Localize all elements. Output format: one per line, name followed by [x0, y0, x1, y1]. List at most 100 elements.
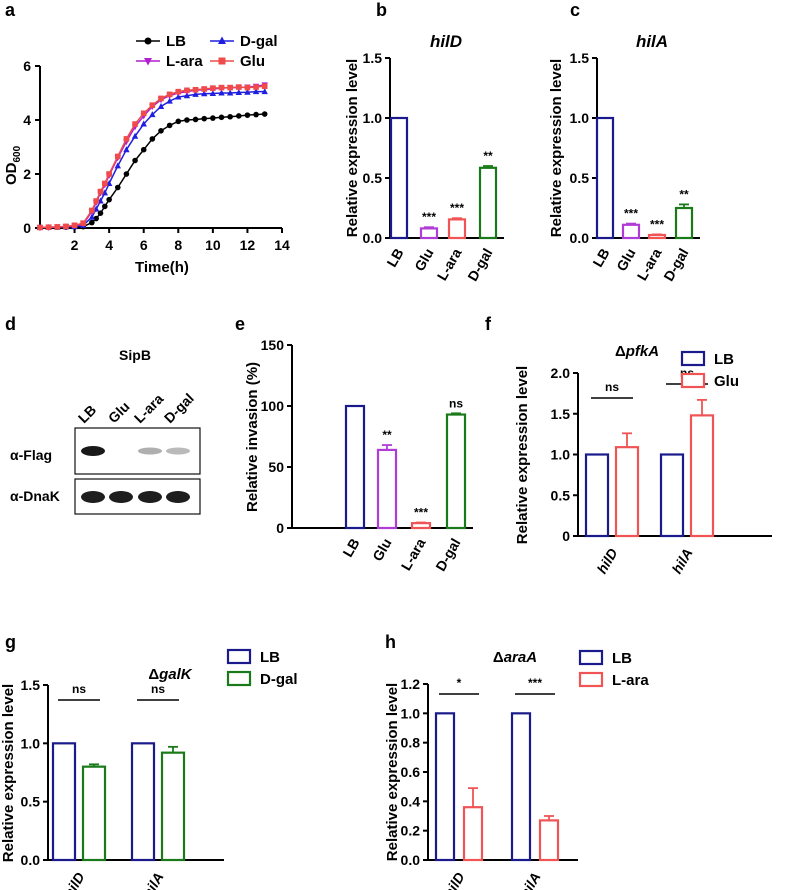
panel-b-bar-glu — [419, 227, 439, 240]
panel-f-title-gene: pfkA — [625, 343, 659, 360]
panel-a-point-lb — [201, 115, 208, 122]
panel-a-line-lb — [40, 113, 265, 229]
blot-lane-dgal: D-gal — [161, 390, 197, 426]
panel-b-ytick-label: 0.5 — [363, 170, 383, 186]
panel-f-bar-lb — [584, 453, 610, 538]
panel-a-point-lb — [102, 203, 108, 210]
panel-b-significance: *** — [422, 210, 436, 224]
panel-a-point-glu — [184, 87, 190, 94]
panel-f-ytick-label: 2.0 — [551, 365, 571, 381]
panel-f-bar-glu — [689, 414, 715, 538]
panel-a-legend-marker — [144, 58, 152, 66]
panel-a-point-glu — [227, 84, 233, 91]
panel-e-category-label: D-gal — [432, 536, 463, 574]
panel-f-category-label: hilA — [669, 546, 696, 577]
panel-c-ytick-label: 0.0 — [570, 230, 590, 246]
panel-h-title-delta: Δ — [493, 649, 504, 666]
panel-g-ytick-label: 0.5 — [21, 794, 41, 810]
panel-e-bar-d-gal — [445, 413, 467, 530]
panel-f-legend-label: Glu — [714, 373, 739, 390]
panel-b-category-label: D-gal — [464, 246, 495, 284]
panel-a-ytick-label: 0 — [23, 220, 31, 236]
panel-label-c: c — [570, 0, 580, 20]
panel-a-xtick-label: 12 — [240, 237, 256, 253]
panel-b-category-label: Glu — [411, 246, 437, 274]
panel-e-category-label: Glu — [369, 536, 395, 564]
panel-a-point-d-gal — [183, 92, 191, 99]
panel-c-ytick-label: 0.5 — [570, 170, 590, 186]
panel-b-bar-l-ara — [447, 218, 467, 240]
panel-a-legend-marker — [218, 36, 226, 44]
blot-flag-band — [138, 447, 162, 455]
panel-a-point-glu — [63, 223, 69, 230]
panel-a-point-glu — [132, 121, 138, 127]
blot-row-flag: α-Flag — [10, 447, 52, 463]
panel-a-point-d-gal — [261, 88, 268, 95]
panel-a-point-d-gal — [209, 90, 217, 97]
panel-a-point-glu — [45, 224, 52, 230]
panel-e-ytick-label: 50 — [268, 459, 284, 475]
panel-a-point-d-gal — [123, 146, 130, 153]
panel-a-point-glu — [218, 84, 225, 91]
panel-a-point-glu — [37, 224, 43, 231]
panel-c-significance: ** — [679, 187, 689, 201]
panel-a-point-lb — [235, 113, 242, 119]
panel-a-point-glu — [54, 224, 61, 230]
panel-g-legend-swatch — [226, 670, 252, 687]
panel-h-category-label: hilA — [517, 870, 544, 890]
panel-h-ytick-label: 0.2 — [401, 823, 421, 839]
panel-h-category-label: hilD — [441, 870, 468, 890]
panel-b-significance: *** — [450, 201, 464, 215]
panel-e-ylabel: Relative invasion (%) — [244, 362, 261, 512]
panel-a-point-lb — [175, 118, 182, 125]
panel-a-point-glu — [89, 207, 95, 214]
panel-d-blot: SipB LB Glu L-ara D-gal α-Flag α-DnaK — [10, 347, 201, 515]
panel-a-point-lb — [89, 219, 95, 226]
panel-a-xtick-label: 10 — [205, 237, 221, 253]
blot-row-dnak: α-DnaK — [10, 488, 60, 504]
panel-g-title-delta: Δ — [148, 666, 159, 683]
panel-g-bar-lb — [130, 742, 156, 862]
panel-a-point-glu — [192, 86, 199, 93]
panel-a-point-d-gal — [226, 89, 234, 96]
panel-a-point-glu — [102, 180, 108, 187]
panel-e-ytick-label: 0 — [276, 520, 284, 536]
panel-g-ylabel: Relative expression level — [0, 684, 17, 862]
panel-h-title: ΔaraA — [493, 649, 537, 666]
panel-a-xtick-label: 6 — [140, 237, 148, 253]
panel-a-point-glu — [158, 95, 164, 102]
panel-a-point-lb — [218, 114, 225, 121]
panel-h-bar-l-ara — [462, 806, 484, 862]
panel-a-point-lb — [184, 117, 190, 123]
panel-h-legend-swatch — [578, 649, 604, 666]
panel-f-title: ΔpfkA — [615, 343, 659, 360]
panel-h-bar-lb — [510, 712, 532, 862]
panel-f-bar-lb — [659, 453, 685, 538]
panel-a-ytick-label: 2 — [23, 166, 31, 182]
panel-a-point-d-gal — [175, 93, 182, 100]
panel-a-point-glu — [253, 84, 259, 90]
panel-c-title: hilA — [636, 32, 668, 51]
panel-a-point-lb — [158, 128, 164, 134]
blot-dnak-band — [109, 491, 133, 503]
panel-b-ytick-label: 0.0 — [363, 230, 383, 246]
panel-a-legend-marker — [144, 37, 152, 45]
panel-c-significance: *** — [624, 207, 638, 221]
panel-a-point-lb — [253, 111, 259, 118]
panel-h-legend-label: LB — [612, 650, 632, 667]
panel-a-point-d-gal — [157, 103, 165, 109]
panel-a-point-glu — [106, 171, 112, 177]
panel-f-ytick-label: 0.5 — [551, 487, 571, 503]
panel-label-g: g — [5, 632, 16, 652]
panel-a-point-lb — [149, 136, 156, 142]
blot-title: SipB — [119, 347, 151, 363]
panel-g-bar-lb — [51, 742, 77, 862]
panel-c-ytick-label: 1.5 — [570, 50, 590, 66]
panel-b-ytick-label: 1.0 — [363, 110, 383, 126]
panel-a-legend-label: D-gal — [240, 33, 278, 50]
panel-a-point-d-gal — [140, 120, 147, 127]
blot-lane-lb: LB — [75, 402, 100, 427]
panel-b-ylabel: Relative expression level — [344, 59, 361, 237]
panel-a-legend-marker — [218, 57, 226, 65]
panel-a-point-lb — [123, 171, 130, 177]
